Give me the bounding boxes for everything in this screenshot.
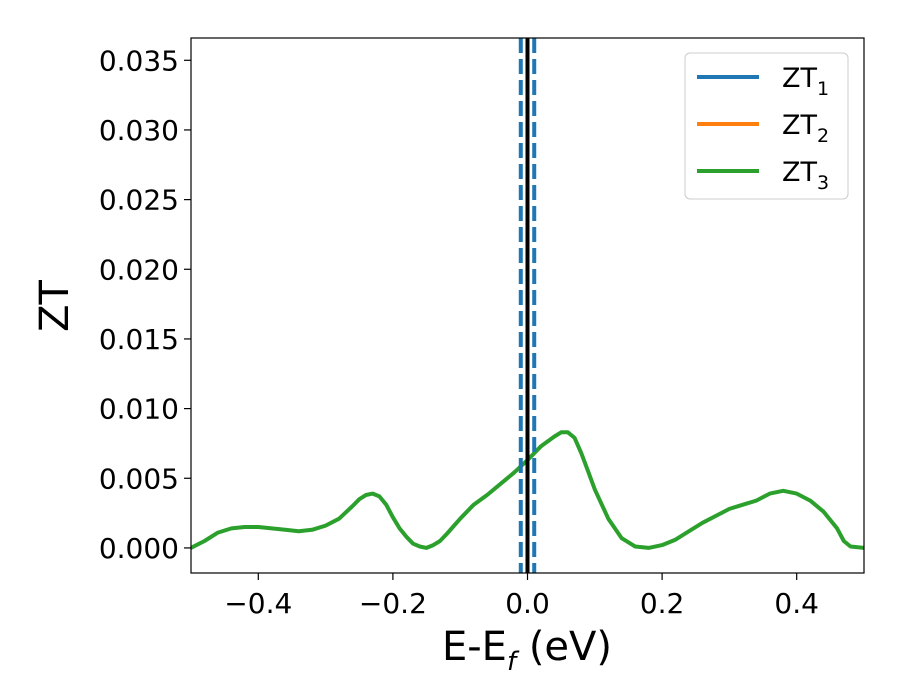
x-tick-label: 0.2: [640, 587, 685, 620]
x-axis-label: E-Ef (eV): [442, 624, 612, 677]
y-tick-label: 0.035: [99, 44, 179, 77]
plot-content: [191, 38, 864, 573]
legend-label-3: ZT3: [782, 157, 829, 194]
legend-box: [684, 52, 849, 200]
legend-label-1: ZT1: [782, 63, 829, 100]
y-tick-label: 0.020: [99, 253, 179, 286]
legend-label-2: ZT2: [782, 110, 829, 147]
x-tick-label: 0.0: [505, 587, 550, 620]
x-tick-label: −0.4: [224, 587, 292, 620]
y-tick-label: 0.030: [99, 114, 179, 147]
y-axis-label: ZT: [32, 280, 78, 332]
x-axis-ticks: −0.4 −0.2 0.0 0.2 0.4: [224, 573, 819, 620]
y-tick-label: 0.005: [99, 462, 179, 495]
y-tick-label: 0.000: [99, 532, 179, 565]
y-tick-label: 0.015: [99, 323, 179, 356]
y-axis-ticks: 0.000 0.005 0.010 0.015 0.020 0.025 0.030 0.035: [99, 44, 191, 565]
x-tick-label: 0.4: [774, 587, 819, 620]
x-tick-label: −0.2: [359, 587, 427, 620]
series-line-3: [191, 430, 864, 550]
y-tick-label: 0.025: [99, 184, 179, 217]
y-tick-label: 0.010: [99, 393, 179, 426]
legend: ZT1 ZT2 ZT3: [684, 52, 849, 200]
